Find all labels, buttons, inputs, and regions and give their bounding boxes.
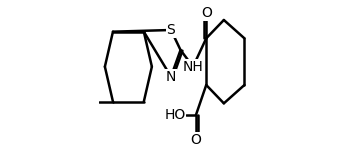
Text: O: O: [201, 6, 212, 20]
Text: N: N: [166, 70, 176, 84]
Text: NH: NH: [183, 60, 204, 74]
Text: S: S: [167, 23, 175, 37]
Text: O: O: [190, 133, 201, 147]
Text: HO: HO: [164, 108, 185, 122]
